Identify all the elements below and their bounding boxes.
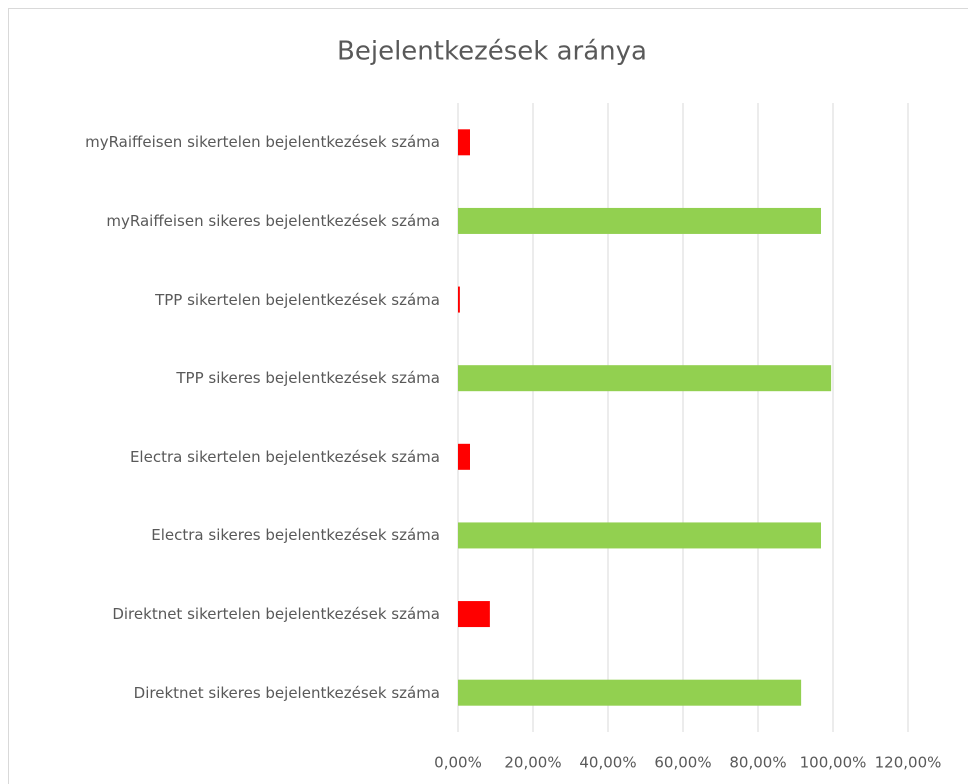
bar — [458, 443, 470, 470]
x-tick-label: 40,00% — [579, 754, 636, 772]
bar — [458, 365, 832, 392]
category-label-box: myRaiffeisen sikeres bejelentkezések szá… — [10, 191, 440, 251]
category-label-box: Direktnet sikertelen bejelentkezések szá… — [10, 584, 440, 644]
bar — [458, 522, 821, 549]
y-tick-label: Electra sikeres bejelentkezések száma — [151, 526, 440, 545]
category-label-box: myRaiffeisen sikertelen bejelentkezések … — [10, 112, 440, 172]
bar — [458, 601, 490, 628]
bar — [458, 286, 460, 313]
category-label-box: TPP sikertelen bejelentkezések száma — [10, 270, 440, 330]
category-label-box: Electra sikeres bejelentkezések száma — [10, 505, 440, 565]
chart-frame — [8, 8, 968, 784]
category-label-box: Electra sikertelen bejelentkezések száma — [10, 427, 440, 487]
y-tick-label: Electra sikertelen bejelentkezések száma — [129, 447, 440, 466]
chart-title: Bejelentkezések aránya — [337, 37, 647, 67]
y-tick-label: Direktnet sikertelen bejelentkezések szá… — [112, 605, 440, 624]
y-tick-label: TPP sikertelen bejelentkezések száma — [155, 290, 440, 309]
x-tick-label: 0,00% — [434, 754, 482, 772]
y-tick-label: myRaiffeisen sikertelen bejelentkezések … — [85, 133, 440, 152]
category-label-box: Direktnet sikeres bejelentkezések száma — [10, 663, 440, 723]
x-tick-label: 100,00% — [800, 754, 867, 772]
bar — [458, 679, 802, 706]
y-tick-label: TPP sikeres bejelentkezések száma — [176, 369, 440, 388]
bar — [458, 129, 470, 156]
x-tick-label: 120,00% — [875, 754, 942, 772]
bar — [458, 207, 821, 234]
y-tick-label: Direktnet sikeres bejelentkezések száma — [133, 683, 440, 702]
category-label-box: TPP sikeres bejelentkezések száma — [10, 348, 440, 408]
x-tick-label: 20,00% — [504, 754, 561, 772]
y-tick-label: myRaiffeisen sikeres bejelentkezések szá… — [106, 211, 440, 230]
x-tick-label: 60,00% — [654, 754, 711, 772]
x-tick-label: 80,00% — [729, 754, 786, 772]
